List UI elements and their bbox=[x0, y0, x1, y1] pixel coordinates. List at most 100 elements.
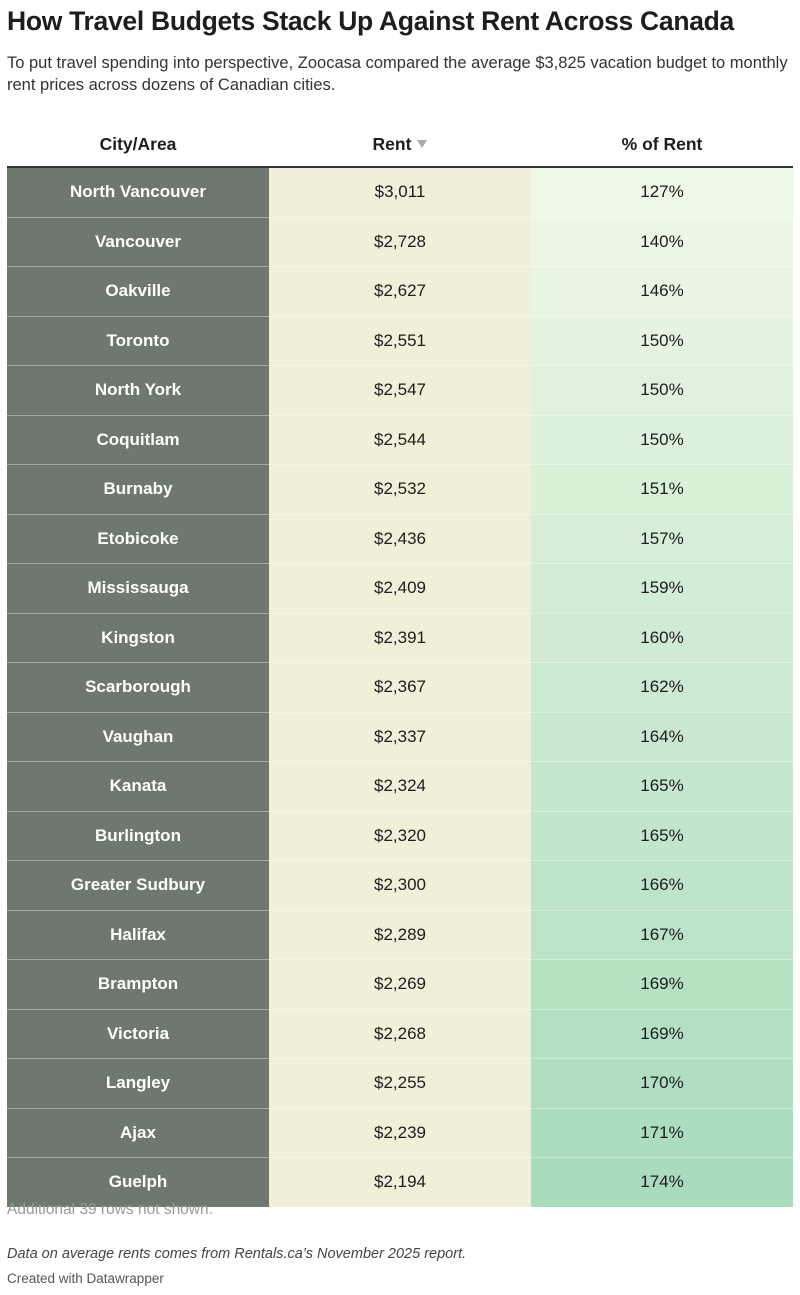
city-cell: Victoria bbox=[7, 1008, 269, 1059]
more-rows-note: Additional 39 rows not shown. bbox=[7, 1201, 213, 1218]
rent-cell: $2,532 bbox=[269, 464, 531, 514]
data-table: City/Area Rent % of Rent North Vancouver… bbox=[7, 122, 793, 1207]
city-cell: Vaughan bbox=[7, 711, 269, 762]
percent-cell: 170% bbox=[531, 1058, 793, 1108]
table-row: Langley $2,255 170% bbox=[7, 1058, 793, 1108]
city-cell: Scarborough bbox=[7, 662, 269, 712]
table-row: Burlington $2,320 165% bbox=[7, 810, 793, 861]
city-cell: Burnaby bbox=[7, 464, 269, 514]
table-row: Halifax $2,289 167% bbox=[7, 909, 793, 960]
city-cell: Ajax bbox=[7, 1107, 269, 1158]
percent-cell: 164% bbox=[531, 711, 793, 762]
percent-cell: 165% bbox=[531, 761, 793, 811]
percent-cell: 150% bbox=[531, 414, 793, 465]
city-cell: Vancouver bbox=[7, 216, 269, 267]
table-row: Vancouver $2,728 140% bbox=[7, 216, 793, 267]
header-label: City/Area bbox=[99, 133, 177, 154]
percent-cell: 167% bbox=[531, 909, 793, 960]
percent-cell: 146% bbox=[531, 266, 793, 316]
rent-cell: $2,627 bbox=[269, 266, 531, 316]
rent-cell: $2,391 bbox=[269, 612, 531, 663]
city-cell: Greater Sudbury bbox=[7, 860, 269, 910]
table-row: Brampton $2,269 169% bbox=[7, 959, 793, 1009]
city-cell: Halifax bbox=[7, 909, 269, 960]
rent-cell: $2,320 bbox=[269, 810, 531, 861]
percent-cell: 151% bbox=[531, 464, 793, 514]
percent-cell: 160% bbox=[531, 612, 793, 663]
table-row: Guelph $2,194 174% bbox=[7, 1157, 793, 1207]
percent-cell: 165% bbox=[531, 810, 793, 861]
table-body: North Vancouver $3,011 127% Vancouver $2,728… bbox=[7, 166, 793, 1207]
table-row: Burnaby $2,532 151% bbox=[7, 464, 793, 514]
percent-cell: 159% bbox=[531, 563, 793, 613]
percent-cell: 162% bbox=[531, 662, 793, 712]
city-cell: North Vancouver bbox=[7, 166, 269, 217]
header-label: Rent bbox=[372, 133, 412, 154]
rent-cell: $2,269 bbox=[269, 959, 531, 1009]
source-note: Data on average rents comes from Rentals… bbox=[7, 1246, 467, 1262]
city-cell: North York bbox=[7, 365, 269, 415]
rent-cell: $2,239 bbox=[269, 1107, 531, 1158]
table-row: Vaughan $2,337 164% bbox=[7, 711, 793, 762]
rent-cell: $2,324 bbox=[269, 761, 531, 811]
city-cell: Kanata bbox=[7, 761, 269, 811]
city-cell: Etobicoke bbox=[7, 513, 269, 564]
table-row: Toronto $2,551 150% bbox=[7, 315, 793, 366]
table-row: Kanata $2,324 165% bbox=[7, 761, 793, 811]
rent-cell: $2,255 bbox=[269, 1058, 531, 1108]
percent-cell: 171% bbox=[531, 1107, 793, 1158]
rent-cell: $2,194 bbox=[269, 1157, 531, 1207]
table-row: Kingston $2,391 160% bbox=[7, 612, 793, 663]
rent-cell: $2,547 bbox=[269, 365, 531, 415]
rent-cell: $3,011 bbox=[269, 166, 531, 217]
table-head: City/Area Rent % of Rent bbox=[7, 122, 793, 168]
table-row: North Vancouver $3,011 127% bbox=[7, 166, 793, 217]
rent-cell: $2,728 bbox=[269, 216, 531, 267]
city-cell: Brampton bbox=[7, 959, 269, 1009]
percent-cell: 157% bbox=[531, 513, 793, 564]
percent-cell: 174% bbox=[531, 1157, 793, 1207]
rent-cell: $2,300 bbox=[269, 860, 531, 910]
percent-cell: 127% bbox=[531, 166, 793, 217]
header-row: City/Area Rent % of Rent bbox=[7, 122, 793, 168]
subtitle: To put travel spending into perspective,… bbox=[7, 54, 788, 94]
table-row: Greater Sudbury $2,300 166% bbox=[7, 860, 793, 910]
table-row: Etobicoke $2,436 157% bbox=[7, 513, 793, 564]
table-row: Oakville $2,627 146% bbox=[7, 266, 793, 316]
credit: Created with Datawrapper bbox=[7, 1271, 164, 1286]
rent-cell: $2,367 bbox=[269, 662, 531, 712]
city-cell: Kingston bbox=[7, 612, 269, 663]
percent-cell: 166% bbox=[531, 860, 793, 910]
percent-cell: 140% bbox=[531, 216, 793, 267]
table-row: Scarborough $2,367 162% bbox=[7, 662, 793, 712]
column-header[interactable]: % of Rent bbox=[531, 122, 793, 168]
percent-cell: 169% bbox=[531, 959, 793, 1009]
column-header[interactable]: Rent bbox=[269, 122, 531, 168]
column-header[interactable]: City/Area bbox=[7, 122, 269, 168]
percent-cell: 150% bbox=[531, 315, 793, 366]
percent-cell: 169% bbox=[531, 1008, 793, 1059]
city-cell: Coquitlam bbox=[7, 414, 269, 465]
rent-cell: $2,544 bbox=[269, 414, 531, 465]
rent-cell: $2,551 bbox=[269, 315, 531, 366]
rent-cell: $2,289 bbox=[269, 909, 531, 960]
city-cell: Langley bbox=[7, 1058, 269, 1108]
rent-cell: $2,337 bbox=[269, 711, 531, 762]
percent-cell: 150% bbox=[531, 365, 793, 415]
city-cell: Guelph bbox=[7, 1157, 269, 1207]
table-row: Coquitlam $2,544 150% bbox=[7, 414, 793, 465]
rent-cell: $2,268 bbox=[269, 1008, 531, 1059]
city-cell: Mississauga bbox=[7, 563, 269, 613]
sort-arrow bbox=[417, 139, 428, 148]
city-cell: Burlington bbox=[7, 810, 269, 861]
table-row: Mississauga $2,409 159% bbox=[7, 563, 793, 613]
city-cell: Toronto bbox=[7, 315, 269, 366]
title: How Travel Budgets Stack Up Against Rent… bbox=[7, 6, 734, 36]
header-label: % of Rent bbox=[621, 133, 703, 154]
city-cell: Oakville bbox=[7, 266, 269, 316]
rent-cell: $2,409 bbox=[269, 563, 531, 613]
table-row: Ajax $2,239 171% bbox=[7, 1107, 793, 1158]
rent-cell: $2,436 bbox=[269, 513, 531, 564]
